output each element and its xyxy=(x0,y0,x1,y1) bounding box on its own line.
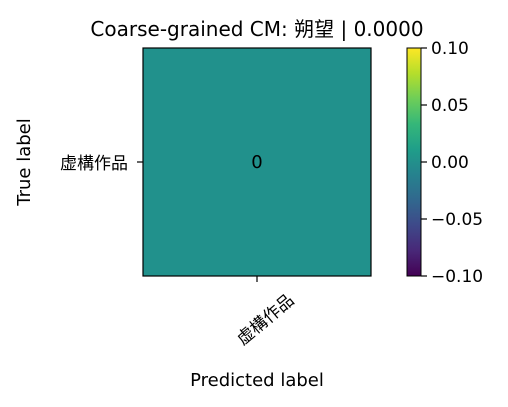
heatmap-cell xyxy=(143,48,371,276)
y-axis-label: True label xyxy=(14,118,35,207)
colorbar-tick-label: 0.10 xyxy=(431,39,469,59)
heatmap-cell-value: 0 xyxy=(251,152,262,173)
colorbar xyxy=(407,48,421,276)
colorbar-tick-label: −0.05 xyxy=(431,210,483,230)
colorbar-tick-label: −0.10 xyxy=(431,267,483,287)
colorbar-ticks: 0.10 0.05 0.00 −0.05 −0.10 xyxy=(421,39,483,287)
x-tick-label: 虚構作品 xyxy=(233,291,298,350)
chart-title: Coarse-grained CM: 朔望 | 0.0000 xyxy=(90,17,423,41)
x-axis-label: Predicted label xyxy=(190,370,324,391)
colorbar-tick-label: 0.00 xyxy=(431,153,469,173)
y-tick-label: 虚構作品 xyxy=(60,154,128,174)
colorbar-tick-label: 0.05 xyxy=(431,96,469,116)
